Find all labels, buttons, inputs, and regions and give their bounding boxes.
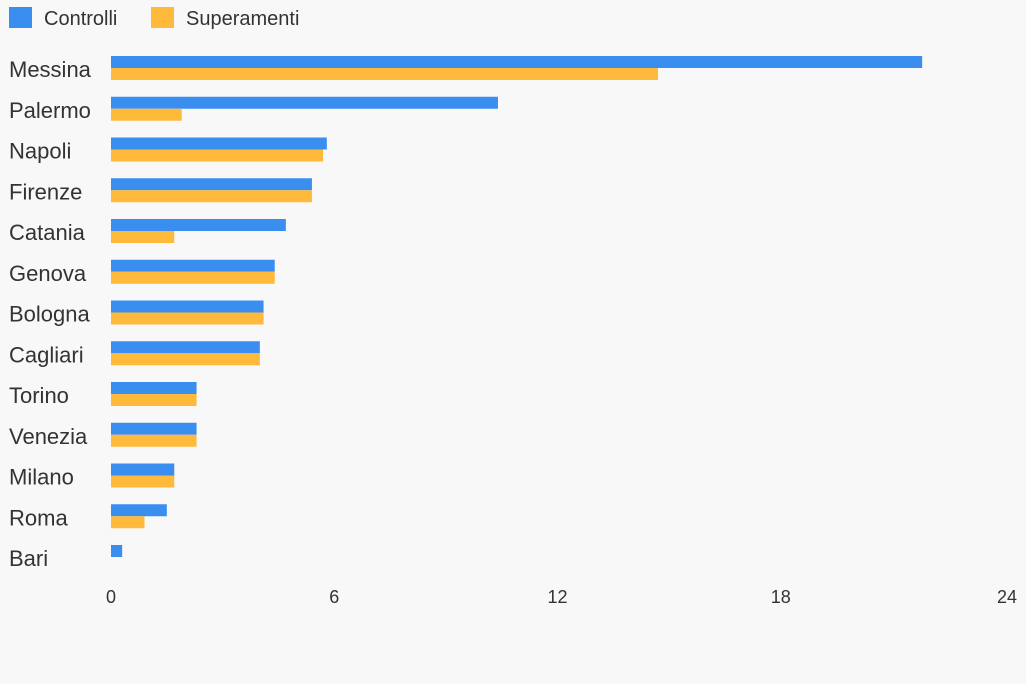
bar-superamenti-messina bbox=[111, 68, 658, 80]
category-labels: Messina Palermo Napoli Firenze Catania Genova… bbox=[9, 57, 92, 571]
bars bbox=[111, 56, 923, 557]
bar-controlli-cagliari bbox=[111, 341, 260, 354]
bar-controlli-roma bbox=[111, 504, 167, 517]
category-label-messina: Messina bbox=[9, 57, 92, 82]
category-label-milano: Milano bbox=[9, 465, 74, 490]
bar-controlli-venezia bbox=[111, 422, 197, 435]
x-axis-ticks: 0 6 12 18 24 bbox=[106, 587, 1017, 607]
legend: Controlli Superamenti bbox=[9, 7, 299, 30]
x-tick-label-6: 6 bbox=[329, 587, 339, 607]
category-label-roma: Roma bbox=[9, 505, 68, 530]
bar-superamenti-cagliari bbox=[111, 353, 260, 366]
bar-controlli-napoli bbox=[111, 137, 327, 150]
bar-superamenti-catania bbox=[111, 231, 175, 243]
bar-controlli-catania bbox=[111, 219, 286, 231]
bar-controlli-bari bbox=[111, 545, 123, 557]
bar-superamenti-torino bbox=[111, 394, 197, 406]
bar-superamenti-venezia bbox=[111, 434, 197, 447]
bar-superamenti-bologna bbox=[111, 312, 264, 325]
legend-label-controlli: Controlli bbox=[44, 8, 117, 30]
bar-controlli-genova bbox=[111, 259, 275, 272]
bar-superamenti-genova bbox=[111, 271, 275, 284]
x-tick-label-0: 0 bbox=[106, 587, 116, 607]
x-tick-label-18: 18 bbox=[771, 587, 791, 607]
category-label-firenze: Firenze bbox=[9, 179, 82, 204]
x-tick-label-24: 24 bbox=[997, 587, 1017, 607]
bar-controlli-torino bbox=[111, 382, 197, 394]
category-label-napoli: Napoli bbox=[9, 139, 71, 164]
bar-superamenti-palermo bbox=[111, 108, 182, 121]
bar-controlli-palermo bbox=[111, 96, 498, 109]
bar-superamenti-roma bbox=[111, 516, 145, 529]
bar-superamenti-napoli bbox=[111, 149, 324, 162]
category-label-cagliari: Cagliari bbox=[9, 342, 84, 367]
category-label-bologna: Bologna bbox=[9, 302, 91, 327]
category-label-bari: Bari bbox=[9, 546, 48, 571]
bar-superamenti-firenze bbox=[111, 190, 312, 203]
legend-swatch-controlli bbox=[9, 7, 32, 28]
bar-superamenti-milano bbox=[111, 475, 175, 488]
legend-swatch-superamenti bbox=[151, 7, 174, 28]
category-label-genova: Genova bbox=[9, 261, 87, 286]
x-tick-label-12: 12 bbox=[547, 587, 567, 607]
bar-controlli-messina bbox=[111, 56, 923, 68]
category-label-torino: Torino bbox=[9, 383, 69, 408]
category-label-venezia: Venezia bbox=[9, 424, 88, 449]
category-label-palermo: Palermo bbox=[9, 98, 91, 123]
bar-controlli-firenze bbox=[111, 178, 312, 191]
bar-controlli-milano bbox=[111, 463, 175, 476]
legend-label-superamenti: Superamenti bbox=[186, 8, 299, 30]
category-label-catania: Catania bbox=[9, 220, 86, 245]
bar-controlli-bologna bbox=[111, 300, 264, 313]
